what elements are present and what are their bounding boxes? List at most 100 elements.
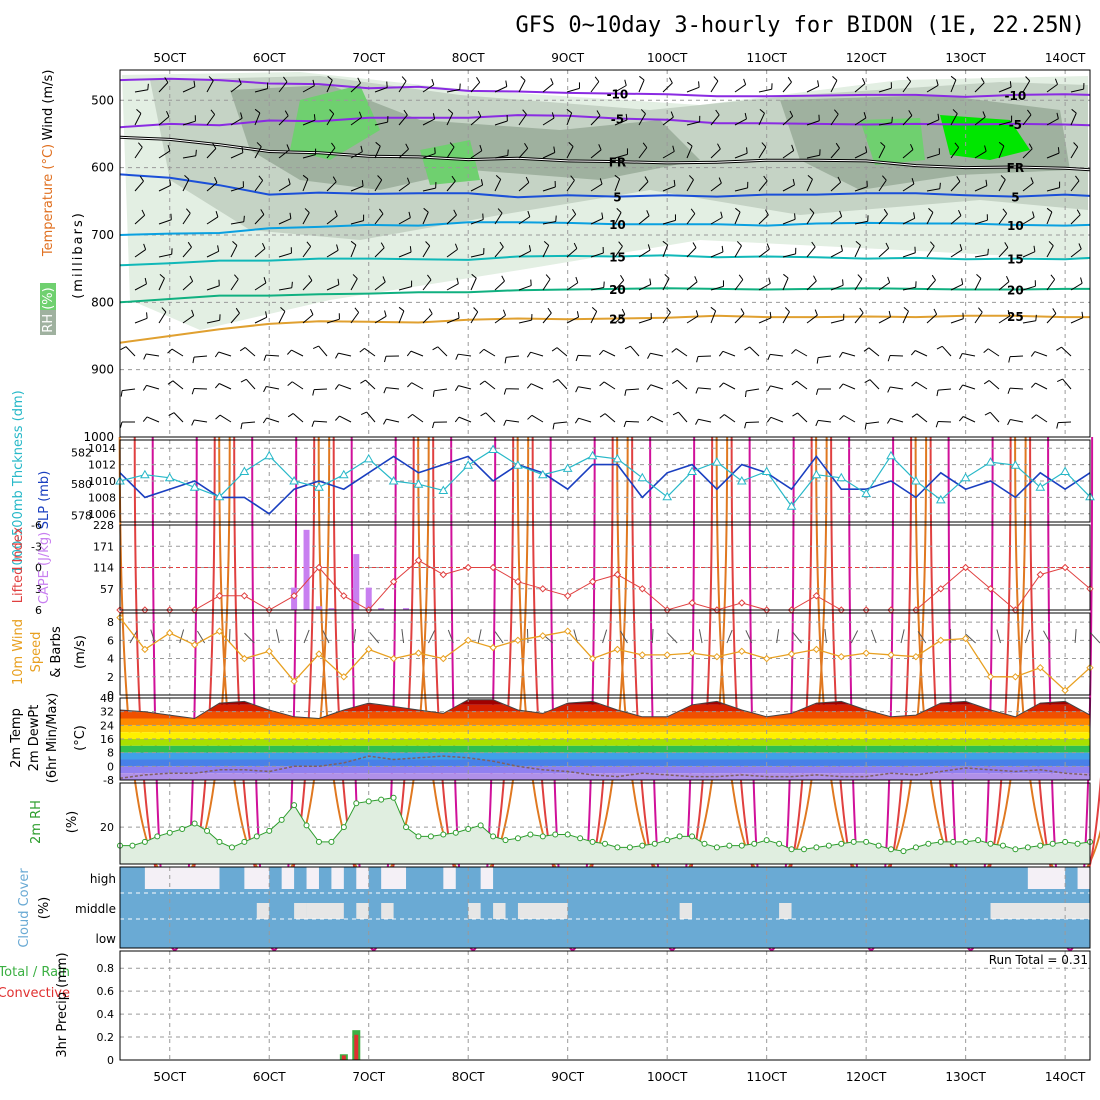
wind10-point xyxy=(364,645,373,654)
wind-barb-flag xyxy=(552,423,555,430)
wind-tick-label: 2 xyxy=(107,671,114,684)
wind-barb-flag xyxy=(936,345,943,350)
wind-barb-flag xyxy=(239,347,246,352)
rh2m-point xyxy=(166,829,173,836)
wind-barb-flag xyxy=(503,419,507,426)
wind-barb xyxy=(278,115,289,126)
wind10-point xyxy=(215,627,224,635)
wind-barb xyxy=(950,79,957,93)
wind-barb-flag xyxy=(662,240,668,246)
middle-cloud-gap xyxy=(990,903,1090,919)
panel-frame xyxy=(119,866,1091,949)
rh2m-point xyxy=(602,840,608,847)
wind-barb-flag xyxy=(695,419,699,425)
bottom-time-label: 12OCT xyxy=(846,1070,887,1084)
wind-barb-flag xyxy=(891,116,893,123)
rh2m-point xyxy=(340,824,347,831)
wind-barb-flag xyxy=(377,175,383,181)
wind-barb xyxy=(902,217,915,225)
thickness-point xyxy=(264,450,275,460)
wind-barb-flag xyxy=(985,179,988,186)
wind-barb-flag xyxy=(862,77,866,84)
wind-barb xyxy=(254,88,268,93)
rh2m-point xyxy=(639,842,646,849)
rh2m-point xyxy=(626,844,633,851)
precip-tick-label: 0.4 xyxy=(97,1008,115,1021)
rh2m-point xyxy=(726,842,733,849)
rh2m-point xyxy=(291,802,298,809)
wind-barb xyxy=(446,214,457,225)
wind-barb xyxy=(782,277,789,291)
thickness-line xyxy=(119,448,1091,508)
wind10-barb xyxy=(1090,632,1100,644)
wind-barb xyxy=(125,346,136,357)
wind10-point xyxy=(464,636,472,645)
wind-barb xyxy=(386,387,400,390)
wind-barb xyxy=(686,315,699,324)
rh2m-point xyxy=(825,842,832,849)
wind-barb xyxy=(518,216,531,225)
li-point xyxy=(937,585,945,593)
wind-barb-flag xyxy=(499,241,504,248)
wind-barb xyxy=(302,314,314,324)
wind-barb-flag xyxy=(715,109,720,116)
wind-barb xyxy=(398,310,405,324)
wind-barb-flag xyxy=(698,81,700,88)
temp-contour-label: 20 xyxy=(609,283,626,297)
wind-barb xyxy=(686,86,700,93)
li-point xyxy=(688,599,696,607)
wind-barb-flag xyxy=(566,108,572,114)
wind-barb xyxy=(758,113,765,126)
wind-barb xyxy=(869,379,880,390)
wind-barb-flag xyxy=(360,379,366,384)
wind-barb xyxy=(398,217,411,225)
thickness-point xyxy=(637,472,648,482)
wind-barb xyxy=(806,120,820,126)
wind-barb-flag xyxy=(167,380,174,385)
wind-barb-flag xyxy=(956,176,961,182)
wind-barb-flag xyxy=(1028,143,1033,150)
wind-barb xyxy=(326,318,340,324)
wind-barb xyxy=(254,282,267,291)
wind-barb xyxy=(806,85,819,93)
rh2m-point xyxy=(975,837,982,844)
wind-barb xyxy=(206,80,214,93)
wind-barb xyxy=(782,150,794,159)
li-point xyxy=(812,592,821,600)
wind-barb xyxy=(926,84,939,93)
wind10-barb xyxy=(353,629,357,644)
high-cloud-gap xyxy=(306,867,319,889)
wind-barb xyxy=(854,151,867,159)
wind-barb xyxy=(556,347,568,357)
wind-barb xyxy=(926,279,936,291)
thickness-tick-label: 580 xyxy=(71,478,92,491)
wind10-point xyxy=(1061,686,1069,695)
wind-barb xyxy=(1070,180,1080,192)
wind-barb-flag xyxy=(672,411,679,416)
temperature-label: Temperature (°C) xyxy=(41,144,56,257)
cape-bar xyxy=(303,529,310,610)
wind-barb-flag xyxy=(1008,356,1011,363)
wind-barb-flag xyxy=(233,274,239,280)
wind-barb xyxy=(950,215,962,225)
wind-barb xyxy=(422,187,436,192)
wind-barb-flag xyxy=(903,306,909,312)
rh2m-point xyxy=(999,842,1006,849)
middle-cloud-gap xyxy=(256,903,270,919)
li-point xyxy=(1061,563,1069,572)
wind10-point xyxy=(265,647,273,656)
wind10-point xyxy=(240,654,249,663)
wind-barb-flag xyxy=(881,175,887,181)
cape-label: CAPE (J/kg) xyxy=(37,532,52,604)
wind-barb-flag xyxy=(210,109,216,115)
wind-barb xyxy=(577,354,592,357)
wind-barb-flag xyxy=(744,422,747,429)
wind-barb-flag xyxy=(910,143,914,150)
wind-barb-flag xyxy=(692,242,697,248)
wind-barb xyxy=(854,278,863,291)
wind-barb xyxy=(134,180,144,192)
wind-barb xyxy=(134,249,146,258)
cape-tick-label: 171 xyxy=(93,540,114,553)
wind-barb xyxy=(365,379,376,390)
wind-barb-flag xyxy=(425,241,431,247)
